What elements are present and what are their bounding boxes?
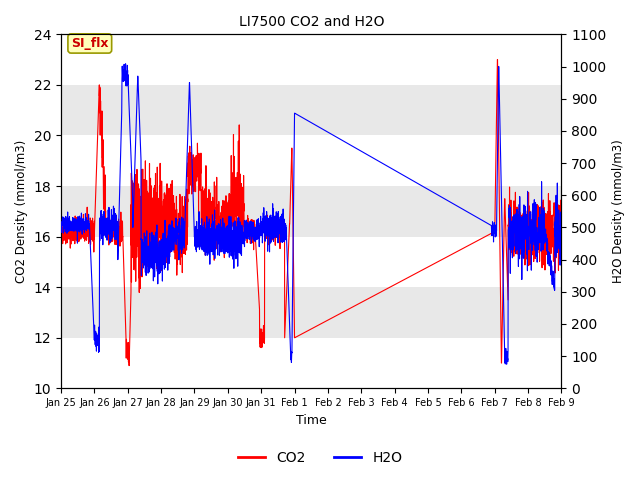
Bar (61, 35, 561, 85)
Text: SI_flx: SI_flx (71, 37, 109, 50)
Y-axis label: H2O Density (mmol/m3): H2O Density (mmol/m3) (612, 140, 625, 283)
Bar (61, 237, 561, 287)
Title: LI7500 CO2 and H2O: LI7500 CO2 and H2O (239, 15, 384, 29)
Bar (61, 338, 561, 388)
Bar (61, 135, 561, 186)
X-axis label: Time: Time (296, 414, 326, 427)
Y-axis label: CO2 Density (mmol/m3): CO2 Density (mmol/m3) (15, 140, 28, 283)
Legend: CO2, H2O: CO2, H2O (232, 445, 408, 471)
